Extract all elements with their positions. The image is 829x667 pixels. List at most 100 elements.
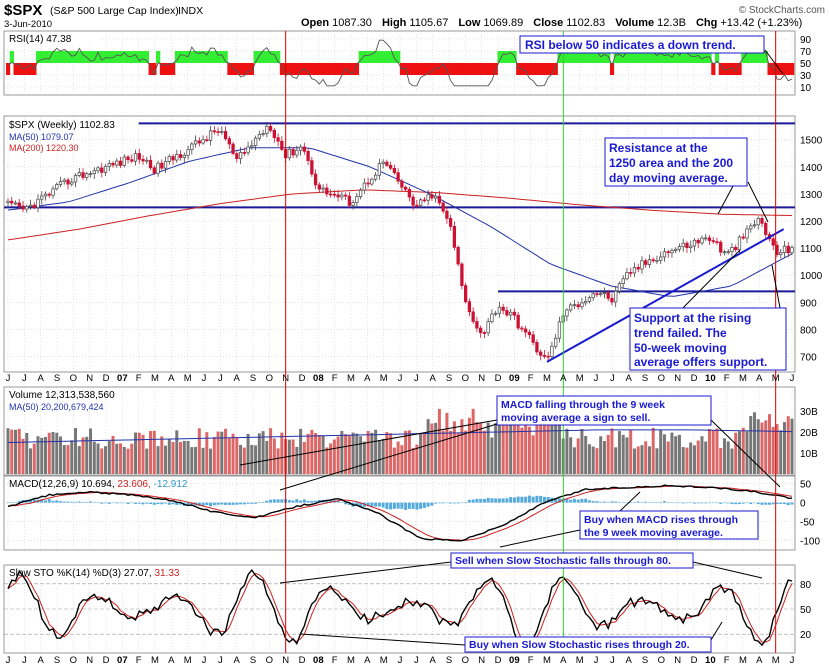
volume-bar [767,414,771,474]
candle-body [456,247,460,265]
rsi-band [531,63,536,75]
candle-body [291,148,295,156]
candle-body [719,241,723,253]
macd-histogram-bar [546,497,550,503]
month-label: A [756,373,763,384]
month-label: 08 [313,655,324,666]
rsi-band [347,63,352,75]
volume-ma50-line [7,429,793,443]
rsi-band [204,51,210,63]
rsi-band [677,51,682,63]
candle-body [96,167,100,172]
volume-bar [130,443,134,474]
rsi-band [219,51,225,63]
volume-bar [599,436,603,474]
volume-bar [520,427,524,474]
candle-body [358,189,363,197]
rsi-band [658,51,663,63]
macd-histogram-bar [276,499,280,503]
macd-sell-line-2: moving average a sign to sell. [501,412,650,424]
rsi-band [782,63,787,75]
volume-bar [445,412,449,474]
volume-bar [59,436,63,474]
candle-body [505,310,509,316]
month-label: M [772,373,780,384]
macd-histogram-bar [205,502,209,506]
volume-bar [524,424,528,474]
rsi-band [73,51,78,63]
volume-bar [107,441,111,474]
candle-body [441,202,445,212]
volume-bar [149,430,153,474]
macd-histogram-bar [505,498,509,503]
macd-histogram-bar [437,502,441,504]
rsi-band [617,51,622,63]
macd-histogram-bar [355,502,359,506]
candle-body [482,332,487,334]
macd-histogram-bar [336,500,340,503]
volume-bar [156,446,160,474]
month-label: 08 [313,373,324,384]
candle-body [21,205,25,210]
volume-bar [726,441,730,474]
month-label: J [218,373,223,384]
candle-body [257,134,261,139]
rsi-band [193,51,198,63]
macd-histogram-bar [310,500,314,503]
month-label: S [446,655,452,666]
month-label: 07 [117,373,128,384]
macd-histogram-bar [29,499,33,503]
rsi-band [534,63,540,75]
macd-histogram-bar [482,498,486,503]
month-label: A [756,655,763,666]
candle-body [261,133,265,135]
macd-histogram-bar [51,500,55,503]
macd-histogram-bar [726,502,730,504]
rsi-band [309,63,315,75]
month-label: M [347,373,355,384]
month-label: 09 [509,655,520,666]
rsi-label: RSI(14) 47.38 [9,34,72,45]
macd-histogram-bar [119,502,123,504]
candle-body [250,145,254,148]
month-label: J [398,655,403,666]
macd-histogram-bar [704,502,708,504]
resistance-line-1: Resistance at the [609,141,708,155]
rsi-band [36,51,41,63]
volume-bar [291,439,295,474]
macd-histogram-bar [385,502,389,510]
volume-bar [764,420,768,474]
macd-histogram-bar [572,498,576,503]
rsi-band [564,51,570,63]
month-label: S [54,373,60,384]
rsi-band [681,51,686,63]
month-label: J [594,655,599,666]
rsi-band [66,51,71,63]
chart-header: $SPX (S&P 500 Large Cap Index) INDX 3-Ju… [4,2,825,30]
candle-body [692,239,697,247]
rsi-band [553,63,558,75]
volume-bar [55,432,59,474]
candle-body [111,162,115,166]
rsi-band [287,63,292,75]
macd-histogram-bar [677,502,681,504]
macd-histogram-bar [542,496,546,503]
volume-bar [14,429,18,474]
candle-body [546,355,550,358]
volume-bar [629,429,633,474]
rsi-band [647,51,652,63]
rsi-band [643,51,648,63]
macd-histogram-bar [621,502,625,503]
macd-histogram-bar [591,501,595,503]
support-pointer-a [674,249,741,317]
rsi-axis-label: 90 [800,35,812,46]
month-label: A [625,373,632,384]
month-label: M [380,373,388,384]
candle-body [43,193,48,197]
volume-bar [569,437,573,474]
macd-sell-annotation: MACD falling through the 9 week moving a… [496,395,712,426]
candle-body [670,250,674,254]
rsi-band [609,63,615,75]
month-label: J [218,655,223,666]
rsi-band [763,51,768,63]
